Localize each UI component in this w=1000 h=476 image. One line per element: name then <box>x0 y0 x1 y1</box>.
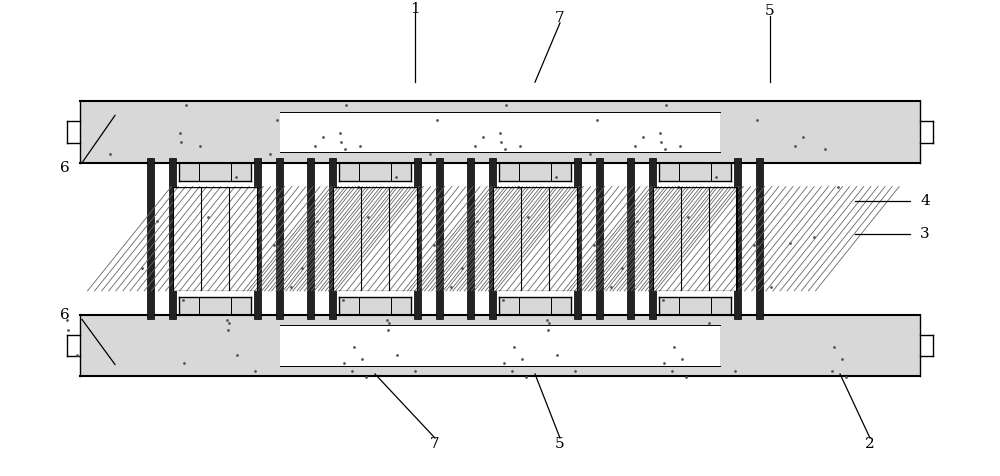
Bar <box>414 158 421 319</box>
Bar <box>67 121 80 143</box>
Bar <box>332 187 418 291</box>
Bar <box>489 158 496 319</box>
Text: 1: 1 <box>410 1 420 16</box>
Bar <box>276 158 283 319</box>
Text: 6: 6 <box>60 307 70 322</box>
Bar <box>80 101 920 163</box>
Bar <box>179 297 251 315</box>
Bar <box>173 187 258 291</box>
Bar <box>574 158 581 319</box>
Bar <box>499 297 571 315</box>
Bar <box>652 187 738 291</box>
Bar <box>280 111 720 152</box>
Bar <box>596 158 603 319</box>
Text: 7: 7 <box>555 11 565 25</box>
Bar <box>339 297 411 315</box>
Text: 7: 7 <box>430 437 440 451</box>
Bar <box>756 158 763 319</box>
Bar <box>67 335 80 357</box>
Bar <box>80 315 920 377</box>
Bar <box>339 163 411 181</box>
Bar <box>169 158 176 319</box>
Bar <box>467 158 474 319</box>
Bar <box>659 163 731 181</box>
Text: 4: 4 <box>920 194 930 208</box>
Text: 6: 6 <box>60 160 70 175</box>
Bar <box>436 158 443 319</box>
Bar <box>280 325 720 366</box>
Bar <box>254 158 261 319</box>
Bar <box>307 158 314 319</box>
Text: 3: 3 <box>920 227 930 241</box>
Text: 2: 2 <box>865 437 875 451</box>
Bar <box>627 158 634 319</box>
Bar <box>649 158 656 319</box>
Bar <box>920 335 933 357</box>
Bar <box>329 158 336 319</box>
Bar <box>179 163 251 181</box>
Bar <box>493 187 578 291</box>
Bar <box>659 297 731 315</box>
Text: 5: 5 <box>555 437 565 451</box>
Bar <box>734 158 741 319</box>
Text: 5: 5 <box>765 4 775 18</box>
Bar <box>920 121 933 143</box>
Bar <box>499 163 571 181</box>
Bar <box>147 158 154 319</box>
